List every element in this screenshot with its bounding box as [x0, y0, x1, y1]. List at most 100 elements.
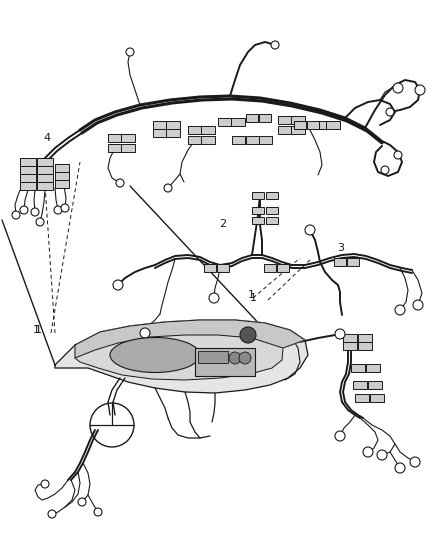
Bar [252, 191, 264, 198]
Bar [266, 216, 278, 223]
Circle shape [395, 305, 405, 315]
Bar [121, 144, 135, 152]
Bar [277, 264, 289, 272]
Bar [201, 136, 215, 144]
Circle shape [271, 41, 279, 49]
Bar [153, 129, 167, 137]
Circle shape [126, 48, 134, 56]
Circle shape [393, 83, 403, 93]
Bar [366, 364, 380, 372]
Bar [217, 264, 229, 272]
Bar [334, 258, 346, 266]
Circle shape [209, 293, 219, 303]
Circle shape [48, 510, 56, 518]
Circle shape [164, 184, 172, 192]
Bar [358, 334, 372, 342]
Circle shape [415, 85, 425, 95]
Circle shape [394, 151, 402, 159]
Bar [313, 121, 327, 129]
Bar [108, 134, 122, 142]
Bar [198, 351, 228, 363]
Bar [166, 121, 180, 129]
Circle shape [78, 498, 86, 506]
Bar [294, 121, 306, 129]
Circle shape [41, 480, 49, 488]
Bar [20, 174, 36, 182]
Bar [259, 114, 271, 122]
Bar [278, 116, 292, 124]
Circle shape [36, 218, 44, 226]
Text: 4: 4 [44, 133, 51, 143]
Bar [278, 126, 292, 134]
Text: 1: 1 [248, 290, 255, 300]
Bar [37, 166, 53, 174]
Circle shape [386, 108, 394, 116]
Bar [55, 164, 69, 172]
Text: 3: 3 [337, 243, 344, 253]
Bar [258, 136, 272, 144]
Circle shape [363, 447, 373, 457]
Bar [358, 342, 372, 350]
Bar [291, 126, 305, 134]
Bar [20, 158, 36, 166]
Bar [291, 116, 305, 124]
Text: 2: 2 [219, 219, 226, 229]
Circle shape [140, 328, 150, 338]
Bar [343, 342, 357, 350]
Bar [121, 134, 135, 142]
Circle shape [116, 179, 124, 187]
Circle shape [94, 508, 102, 516]
Circle shape [229, 352, 241, 364]
Circle shape [335, 329, 345, 339]
Bar [266, 191, 278, 198]
Circle shape [239, 352, 251, 364]
Bar [20, 182, 36, 190]
Bar [188, 136, 202, 144]
Polygon shape [55, 320, 308, 393]
Bar [55, 180, 69, 188]
Circle shape [113, 280, 123, 290]
Bar [37, 158, 53, 166]
Circle shape [54, 206, 62, 214]
Text: 1: 1 [250, 293, 257, 303]
Bar [343, 334, 357, 342]
Circle shape [305, 225, 315, 235]
Bar [353, 381, 367, 389]
Bar [246, 136, 258, 144]
Bar [201, 126, 215, 134]
Circle shape [395, 463, 405, 473]
Bar [326, 121, 340, 129]
Text: 1: 1 [33, 325, 40, 335]
Circle shape [61, 204, 69, 212]
Circle shape [410, 457, 420, 467]
Bar [264, 264, 276, 272]
Bar [246, 114, 258, 122]
Bar [55, 172, 69, 180]
Bar [370, 394, 384, 402]
Bar [266, 206, 278, 214]
Bar [218, 118, 232, 126]
Bar [37, 174, 53, 182]
Polygon shape [75, 330, 283, 380]
Bar [347, 258, 359, 266]
Bar [166, 129, 180, 137]
Circle shape [377, 450, 387, 460]
Bar [37, 182, 53, 190]
Bar [195, 348, 255, 376]
Bar [204, 264, 216, 272]
Bar [231, 118, 245, 126]
Bar [252, 206, 264, 214]
Bar [252, 216, 264, 223]
Circle shape [240, 327, 256, 343]
Bar [368, 381, 382, 389]
Ellipse shape [110, 337, 200, 373]
Bar [351, 364, 365, 372]
Bar [108, 144, 122, 152]
Polygon shape [75, 320, 305, 358]
Bar [307, 121, 319, 129]
Bar [20, 166, 36, 174]
Circle shape [413, 300, 423, 310]
Bar [188, 126, 202, 134]
Circle shape [12, 211, 20, 219]
Bar [232, 136, 244, 144]
